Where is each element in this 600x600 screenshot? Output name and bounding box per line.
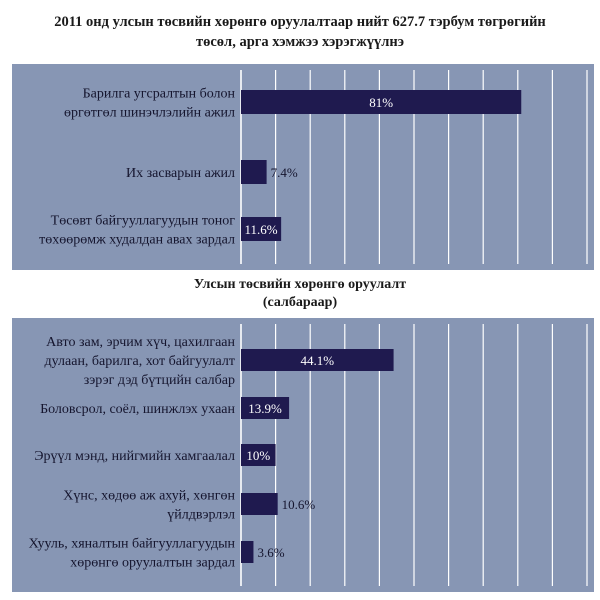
category-label-line: Хүнс, хөдөө аж ахуй, хөнгөн [63, 489, 235, 504]
chart-panel-total: 81% Барилга угсралтын болон өргөтгөл шинэч… [12, 64, 594, 270]
category-label: Барилга угсралтын болон өргөтгөл шинэчлэл… [64, 87, 235, 121]
category-label-line: үйлдвэрлэл [167, 508, 235, 523]
bar [241, 160, 267, 184]
category-label-line: өргөтгөл шинэчлэлийн ажил [64, 106, 235, 121]
sector-chart-title-line-1: Улсын төсвийн хөрөнгө оруулалт [193, 277, 407, 292]
category-label-line: Эрүүл мэнд, нийгмийн хамгаалал [34, 449, 235, 464]
bar [241, 541, 254, 563]
category-label: Авто зам, эрчим хүч, цахилгаан дулаан, ба… [45, 335, 236, 388]
sector-chart-title-line-2: (салбараар) [262, 295, 338, 310]
category-label: Эрүүл мэнд, нийгмийн хамгаалал [34, 449, 235, 464]
bar [241, 90, 522, 114]
chart-title-line-1: 2011 онд улсын төсвийн хөрөнгө оруулалта… [54, 14, 546, 30]
category-label-line: зэрэг дэд бүтцийн салбар [84, 373, 235, 388]
chart-total-svg: 81% Барилга угсралтын болон өргөтгөл шинэч… [39, 70, 588, 264]
category-label-line: Хууль, хяналтын байгууллагуудын [29, 537, 236, 552]
bar-value-label: 44.1% [300, 353, 334, 368]
bar [241, 217, 282, 241]
category-label-line: Авто зам, эрчим хүч, цахилгаан [46, 335, 235, 350]
category-label-line: төхөөрөмж худалдан авах зардал [39, 233, 235, 248]
category-label-line: Их засварын ажил [126, 166, 235, 181]
category-label-line: дулаан, барилга, хот байгуулалт [45, 354, 235, 369]
category-label-line: Төсөвт байгууллагуудын тоног [51, 214, 236, 229]
category-label: Төсөвт байгууллагуудын тоног төхөөрөмж ху… [39, 214, 235, 248]
bar [241, 397, 290, 419]
category-label: Хүнс, хөдөө аж ахуй, хөнгөн үйлдвэрлэл [63, 489, 235, 523]
category-label-line: Боловсрол, соёл, шинжлэх ухаан [40, 402, 235, 417]
bar-value-label: 7.4% [271, 165, 298, 180]
chart-sectors-svg: 44.1% Авто зам, эрчим хүч, цахилгаан дулаа… [29, 324, 588, 586]
bar [241, 349, 394, 371]
category-label: Хууль, хяналтын байгууллагуудын хөрөнгө о… [29, 537, 236, 571]
chart-title-line-2: төсөл, арга хэмжээ хэрэгжүүлнэ [196, 34, 404, 50]
category-label: Боловсрол, соёл, шинжлэх ухаан [40, 402, 235, 417]
bar-value-label: 13.9% [248, 401, 282, 416]
chart-title: 2011 онд улсын төсвийн хөрөнгө оруулалта… [20, 12, 580, 52]
category-label-line: Барилга угсралтын болон [83, 87, 236, 102]
bar-value-label: 10.6% [282, 497, 316, 512]
bar-value-label: 81% [369, 95, 393, 110]
bar-value-label: 11.6% [245, 222, 278, 237]
category-label-line: хөрөнгө оруулалтын зардал [70, 556, 235, 571]
bar-value-label: 3.6% [257, 545, 284, 560]
chart-panel-sectors: 44.1% Авто зам, эрчим хүч, цахилгаан дулаа… [12, 318, 594, 592]
category-label: Их засварын ажил [126, 166, 235, 181]
bar [241, 493, 278, 515]
sector-chart-title: Улсын төсвийн хөрөнгө оруулалт (салбараа… [20, 276, 580, 312]
bar-value-label: 10% [246, 448, 270, 463]
bar [241, 444, 276, 466]
